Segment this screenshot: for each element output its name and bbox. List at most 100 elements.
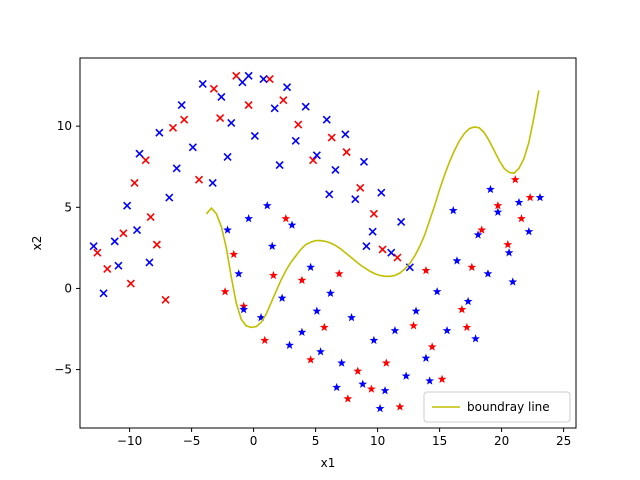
x-marker-point: [217, 92, 226, 102]
boundary-line: [205, 90, 540, 329]
star-marker-point: [312, 306, 322, 315]
star-marker-point: [367, 384, 376, 393]
y-tick-label: 0: [64, 281, 72, 295]
star-marker-point: [471, 334, 480, 343]
x-marker-point: [114, 261, 123, 270]
star-marker-point: [316, 347, 325, 356]
x-marker-point: [279, 96, 288, 105]
x-axis-label: x1: [321, 456, 336, 470]
star-marker-point: [517, 214, 526, 223]
points-layer: [89, 71, 545, 413]
x-marker-point: [393, 253, 402, 262]
x-marker-point: [356, 183, 365, 192]
x-marker-point: [223, 152, 232, 162]
x-marker-point: [362, 242, 371, 251]
x-marker-point: [265, 75, 274, 84]
star-marker-point: [493, 201, 503, 210]
x-marker-point: [387, 248, 396, 257]
star-marker-point: [267, 241, 277, 250]
star-marker-point: [297, 275, 307, 285]
plot-area: [89, 71, 545, 413]
star-marker-point: [380, 386, 390, 395]
star-marker-point: [473, 230, 483, 239]
star-marker-point: [395, 402, 405, 411]
x-marker-point: [110, 237, 119, 246]
x-marker-point: [161, 295, 170, 304]
x-marker-point: [283, 83, 292, 92]
star-marker-point: [375, 403, 385, 413]
x-marker-point: [103, 264, 112, 274]
star-marker-point: [239, 304, 249, 314]
x-tick-label: 0: [250, 434, 258, 448]
x-marker-point: [377, 188, 386, 197]
x-tick-label: 15: [432, 434, 447, 448]
x-marker-point: [168, 123, 178, 132]
x-marker-point: [130, 178, 139, 188]
star-marker-point: [425, 376, 435, 385]
x-marker-point: [141, 156, 150, 165]
star-marker-point: [297, 327, 307, 336]
star-marker-point: [277, 293, 287, 302]
x-marker-point: [99, 289, 108, 298]
x-marker-point: [312, 151, 321, 160]
star-marker-point: [244, 214, 254, 223]
x-marker-point: [119, 229, 128, 238]
star-marker-point: [524, 227, 534, 236]
star-marker-point: [332, 382, 342, 392]
star-marker-point: [337, 358, 347, 367]
star-marker-point: [486, 184, 495, 194]
x-marker-point: [209, 84, 218, 93]
star-marker-point: [287, 220, 297, 229]
x-marker-point: [250, 131, 259, 140]
star-marker-point: [369, 335, 379, 345]
x-marker-point: [135, 149, 144, 158]
star-marker-point: [256, 313, 266, 322]
star-marker-point: [483, 269, 493, 278]
x-marker-point: [331, 165, 340, 175]
star-marker-point: [421, 265, 431, 275]
x-marker-point: [351, 195, 360, 204]
star-marker-point: [448, 205, 458, 215]
star-marker-point: [223, 225, 232, 234]
star-marker-point: [306, 262, 316, 272]
x-marker-point: [232, 71, 241, 80]
star-marker-point: [457, 304, 467, 314]
x-marker-point: [177, 100, 186, 110]
star-marker-point: [306, 355, 316, 364]
x-marker-point: [342, 148, 351, 157]
star-marker-point: [319, 322, 329, 332]
star-marker-point: [525, 192, 535, 202]
x-marker-point: [146, 212, 155, 222]
star-marker-point: [229, 249, 239, 259]
plot-frame: [79, 57, 577, 429]
x-marker-point: [188, 143, 197, 152]
star-marker-point: [262, 201, 272, 210]
x-tick-label: 25: [556, 434, 571, 448]
star-marker-point: [442, 326, 452, 335]
star-marker-point: [411, 306, 421, 315]
star-marker-point: [462, 322, 472, 332]
star-marker-point: [452, 256, 462, 265]
x-marker-point: [194, 175, 204, 184]
x-marker-point: [132, 225, 142, 235]
x-marker-point: [126, 279, 135, 288]
x-marker-point: [291, 136, 300, 145]
star-marker-point: [347, 313, 356, 322]
star-marker-point: [260, 335, 270, 345]
star-marker-point: [281, 214, 291, 223]
x-marker-point: [368, 227, 377, 236]
star-marker-point: [493, 207, 503, 216]
x-marker-point: [123, 201, 132, 210]
x-marker-point: [93, 248, 102, 257]
y-tick-label: −5: [54, 363, 72, 377]
x-tick-label: −10: [117, 434, 142, 448]
x-marker-point: [145, 258, 154, 267]
x-marker-point: [359, 157, 369, 166]
x-marker-point: [270, 104, 279, 113]
x-marker-point: [275, 161, 284, 170]
star-marker-point: [334, 269, 344, 278]
star-marker-point: [353, 366, 363, 375]
x-marker-point: [294, 120, 303, 129]
star-marker-point: [503, 240, 513, 249]
x-marker-point: [198, 79, 207, 89]
